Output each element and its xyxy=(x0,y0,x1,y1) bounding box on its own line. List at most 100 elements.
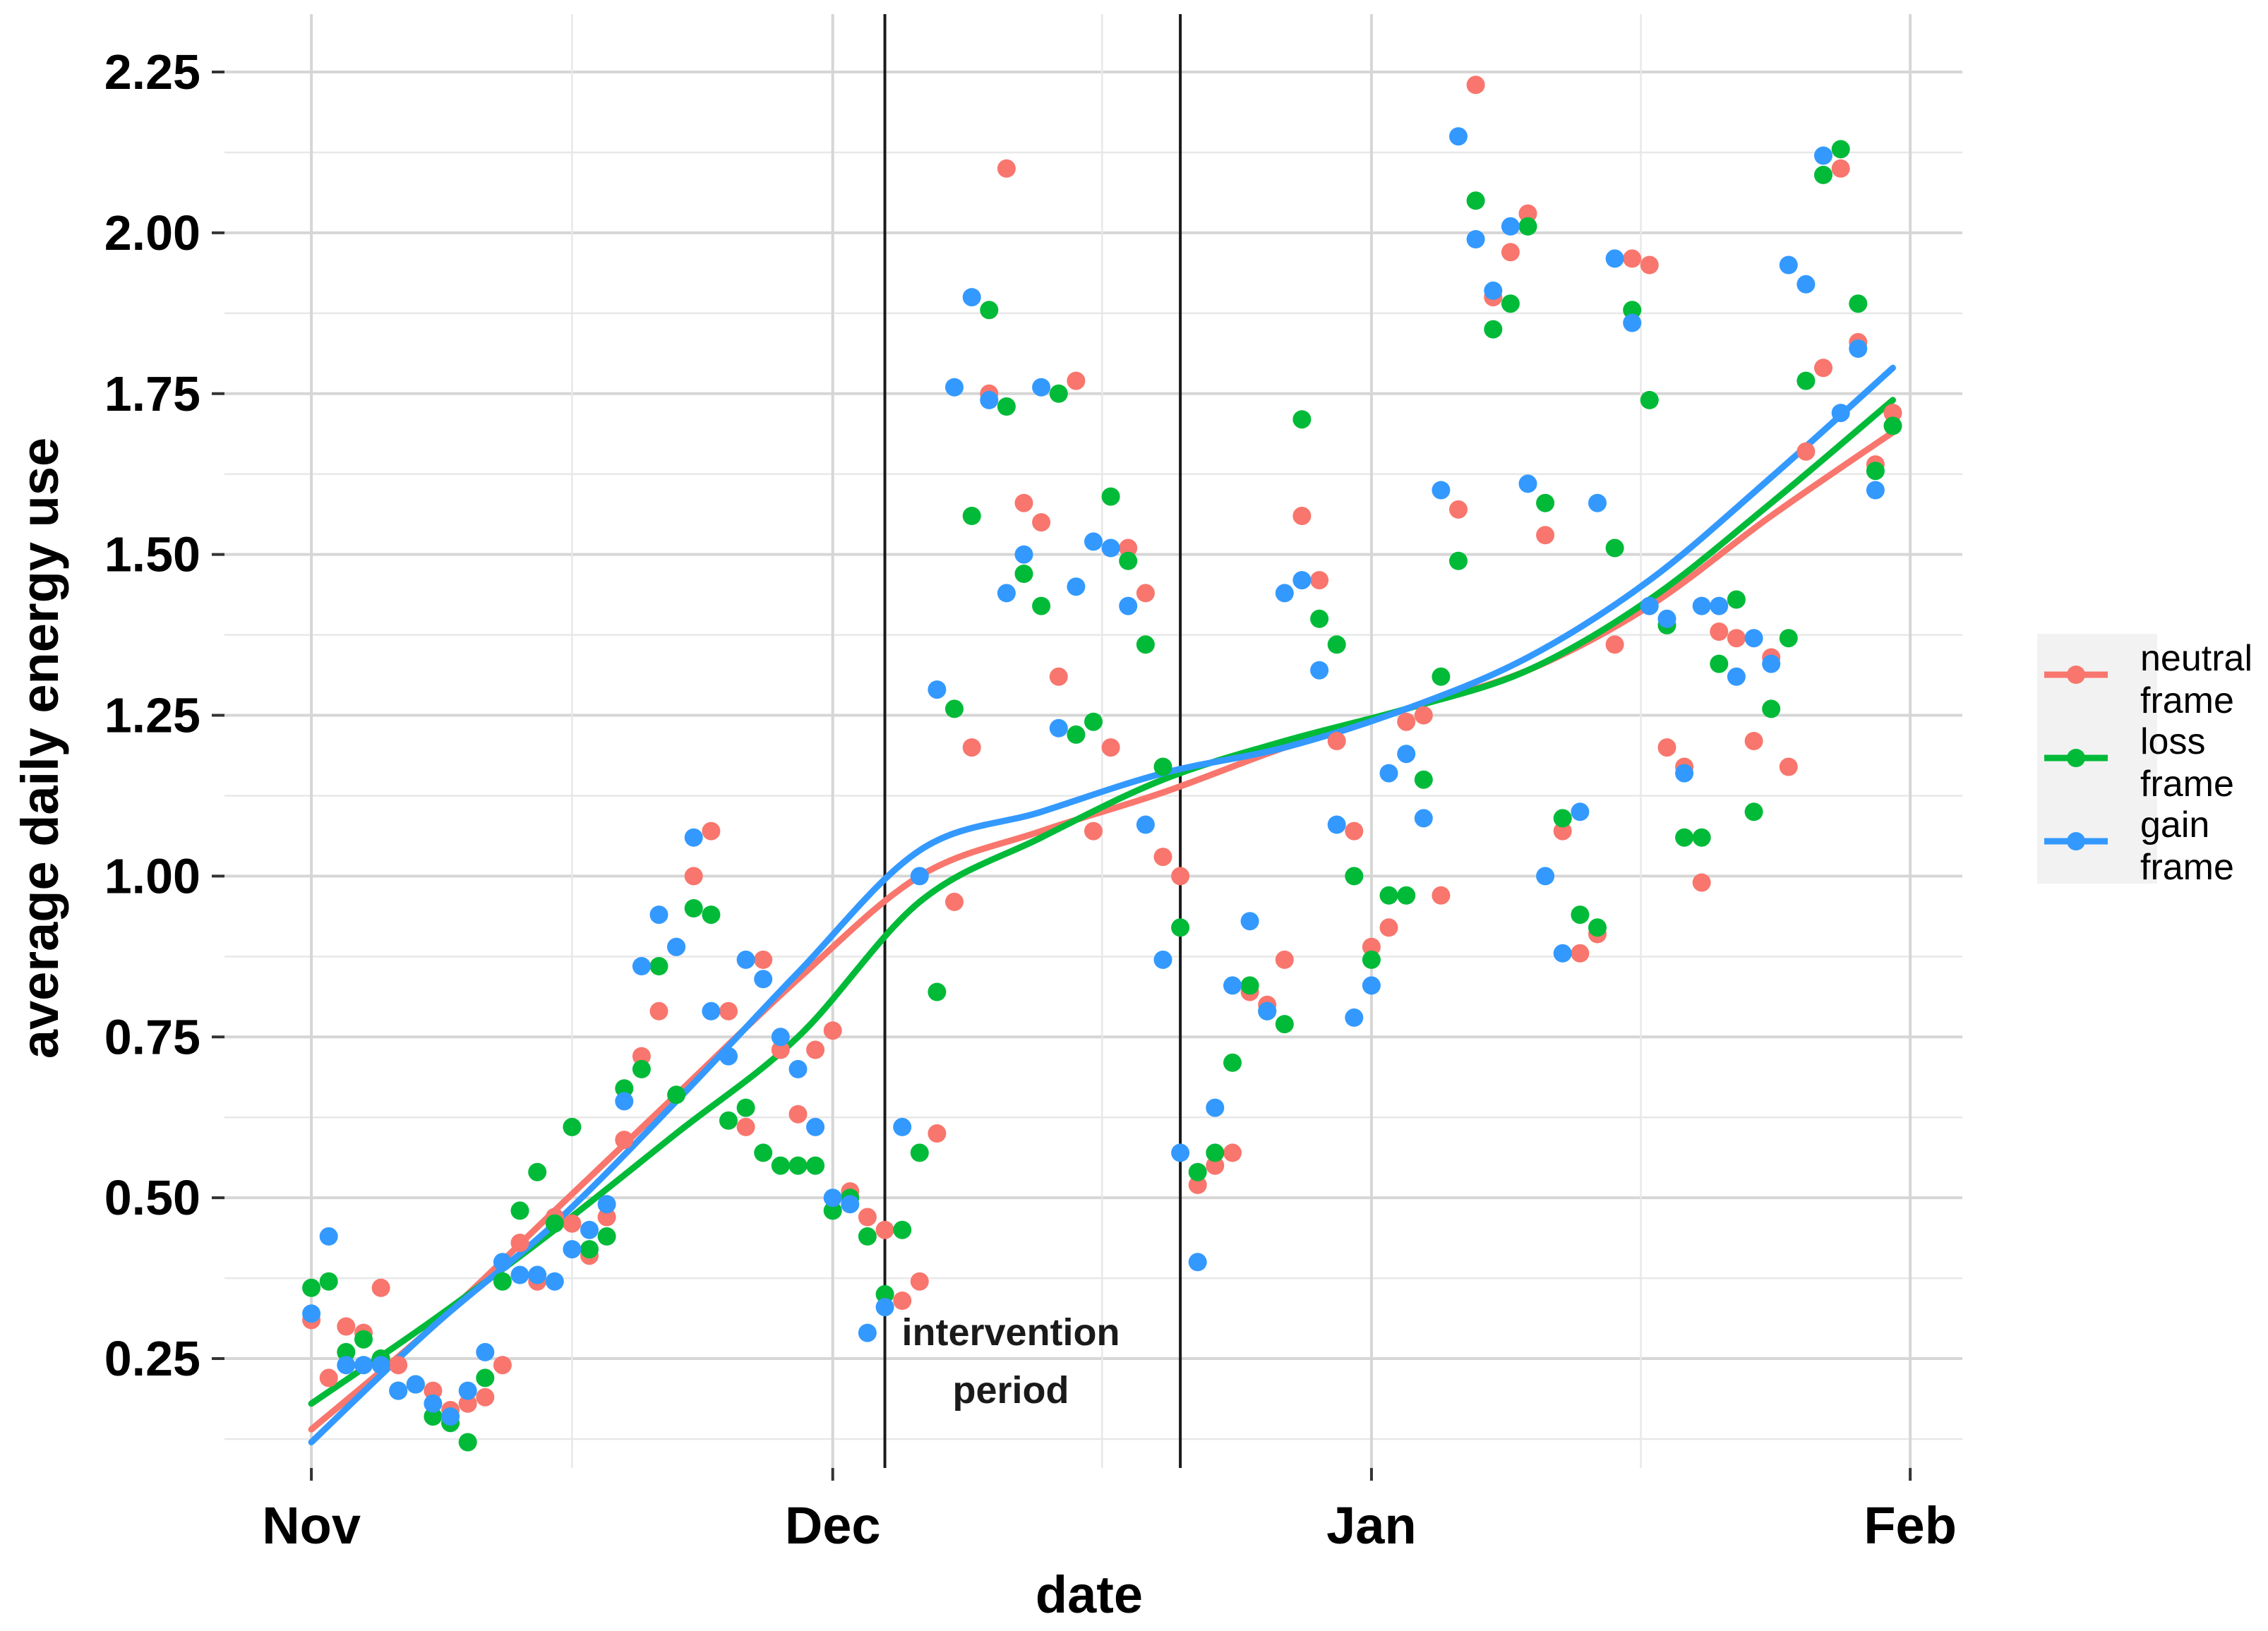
data-point-series-0 xyxy=(1014,493,1033,512)
data-point-series-0 xyxy=(510,1234,529,1252)
data-point-series-2 xyxy=(1536,867,1555,886)
data-point-series-0 xyxy=(1432,886,1451,905)
data-point-series-1 xyxy=(510,1201,529,1220)
legend-key-point xyxy=(2067,749,2085,767)
data-point-series-2 xyxy=(1206,1098,1225,1117)
data-point-series-2 xyxy=(1605,249,1624,268)
data-point-series-0 xyxy=(1831,159,1850,178)
data-point-series-1 xyxy=(1136,635,1155,654)
data-point-series-0 xyxy=(1571,944,1590,963)
data-point-series-2 xyxy=(1275,584,1294,603)
data-point-series-1 xyxy=(736,1098,755,1117)
data-point-series-1 xyxy=(319,1272,338,1291)
data-point-series-1 xyxy=(1032,596,1051,615)
data-point-series-2 xyxy=(841,1195,860,1214)
data-point-series-1 xyxy=(1414,770,1433,789)
data-point-series-2 xyxy=(1692,596,1711,615)
data-point-series-2 xyxy=(1032,378,1051,397)
data-point-series-2 xyxy=(788,1059,808,1078)
data-point-series-2 xyxy=(806,1117,825,1136)
data-point-series-2 xyxy=(1397,745,1416,764)
data-point-series-2 xyxy=(1067,577,1086,596)
data-point-series-1 xyxy=(1518,217,1537,236)
data-point-series-0 xyxy=(1657,738,1676,757)
data-point-series-1 xyxy=(1275,1015,1294,1034)
data-point-series-0 xyxy=(1136,584,1155,603)
data-point-series-1 xyxy=(928,982,947,1001)
data-point-series-0 xyxy=(1449,500,1468,519)
data-point-series-1 xyxy=(1675,828,1694,847)
data-point-series-2 xyxy=(980,390,999,409)
data-point-series-2 xyxy=(424,1394,443,1413)
data-point-series-1 xyxy=(1762,699,1781,718)
data-point-series-0 xyxy=(1553,821,1572,841)
data-point-series-2 xyxy=(458,1381,477,1400)
data-point-series-2 xyxy=(1657,609,1676,628)
data-point-series-2 xyxy=(1136,815,1155,834)
data-point-series-1 xyxy=(1206,1143,1225,1162)
data-point-series-0 xyxy=(1744,732,1763,750)
data-point-series-0 xyxy=(945,892,964,911)
data-point-series-2 xyxy=(684,828,703,847)
data-point-series-0 xyxy=(1101,738,1120,757)
y-tick-label: 1.00 xyxy=(104,848,200,903)
data-point-series-1 xyxy=(1084,712,1103,731)
data-point-series-2 xyxy=(1310,661,1329,680)
data-point-series-1 xyxy=(1623,301,1642,320)
data-point-series-0 xyxy=(771,1040,790,1059)
data-point-series-0 xyxy=(806,1040,825,1059)
x-axis-ticks: Nov Dec Jan Feb xyxy=(262,1468,1957,1555)
data-point-series-2 xyxy=(1762,654,1781,673)
data-point-series-1 xyxy=(1292,410,1312,429)
data-point-series-2 xyxy=(1362,976,1381,995)
data-point-series-2 xyxy=(563,1240,582,1259)
data-point-series-1 xyxy=(1449,551,1468,570)
x-tick-label: Jan xyxy=(1326,1496,1417,1555)
data-point-series-0 xyxy=(1171,867,1190,886)
data-point-series-1 xyxy=(1067,725,1086,744)
data-point-series-0 xyxy=(858,1208,877,1227)
data-point-series-0 xyxy=(1188,1175,1207,1194)
data-point-series-2 xyxy=(1223,976,1242,995)
data-point-series-1 xyxy=(1571,905,1590,925)
data-point-series-2 xyxy=(1466,230,1485,248)
data-point-series-2 xyxy=(1101,538,1120,558)
data-point-series-2 xyxy=(1292,571,1312,590)
data-point-series-2 xyxy=(997,584,1016,603)
data-point-series-2 xyxy=(893,1117,912,1136)
data-point-series-0 xyxy=(1327,732,1346,750)
data-point-series-1 xyxy=(1814,165,1832,184)
data-point-series-1 xyxy=(910,1143,929,1162)
data-point-series-0 xyxy=(319,1368,338,1388)
data-point-series-1 xyxy=(1379,886,1398,905)
data-point-series-2 xyxy=(962,288,981,307)
data-point-series-1 xyxy=(1310,609,1329,628)
legend-label: gain xyxy=(2140,805,2209,845)
data-point-series-2 xyxy=(1518,474,1537,493)
annotation-line-1: intervention xyxy=(901,1311,1120,1354)
data-point-series-2 xyxy=(823,1188,842,1208)
data-point-series-0 xyxy=(1397,712,1416,731)
legend-label: frame xyxy=(2140,764,2234,805)
data-point-series-0 xyxy=(476,1388,495,1407)
data-point-series-1 xyxy=(1484,320,1503,339)
data-point-series-1 xyxy=(1240,976,1259,995)
data-point-series-2 xyxy=(1119,596,1138,615)
legend-label: loss xyxy=(2140,721,2205,762)
data-point-series-2 xyxy=(1240,912,1259,931)
data-point-series-1 xyxy=(1345,867,1364,886)
data-point-series-1 xyxy=(1397,886,1416,905)
data-point-series-0 xyxy=(1623,249,1642,268)
data-point-series-1 xyxy=(1710,654,1729,673)
data-point-series-1 xyxy=(997,397,1016,416)
data-point-series-0 xyxy=(1605,635,1624,654)
data-point-series-0 xyxy=(1883,404,1902,423)
y-axis-title: average daily energy use xyxy=(11,438,69,1059)
data-point-series-1 xyxy=(1171,918,1190,937)
data-point-series-1 xyxy=(615,1079,634,1098)
data-point-series-2 xyxy=(736,950,755,969)
data-point-series-2 xyxy=(1710,596,1729,615)
data-point-series-1 xyxy=(563,1117,582,1136)
data-point-series-1 xyxy=(1796,371,1816,390)
